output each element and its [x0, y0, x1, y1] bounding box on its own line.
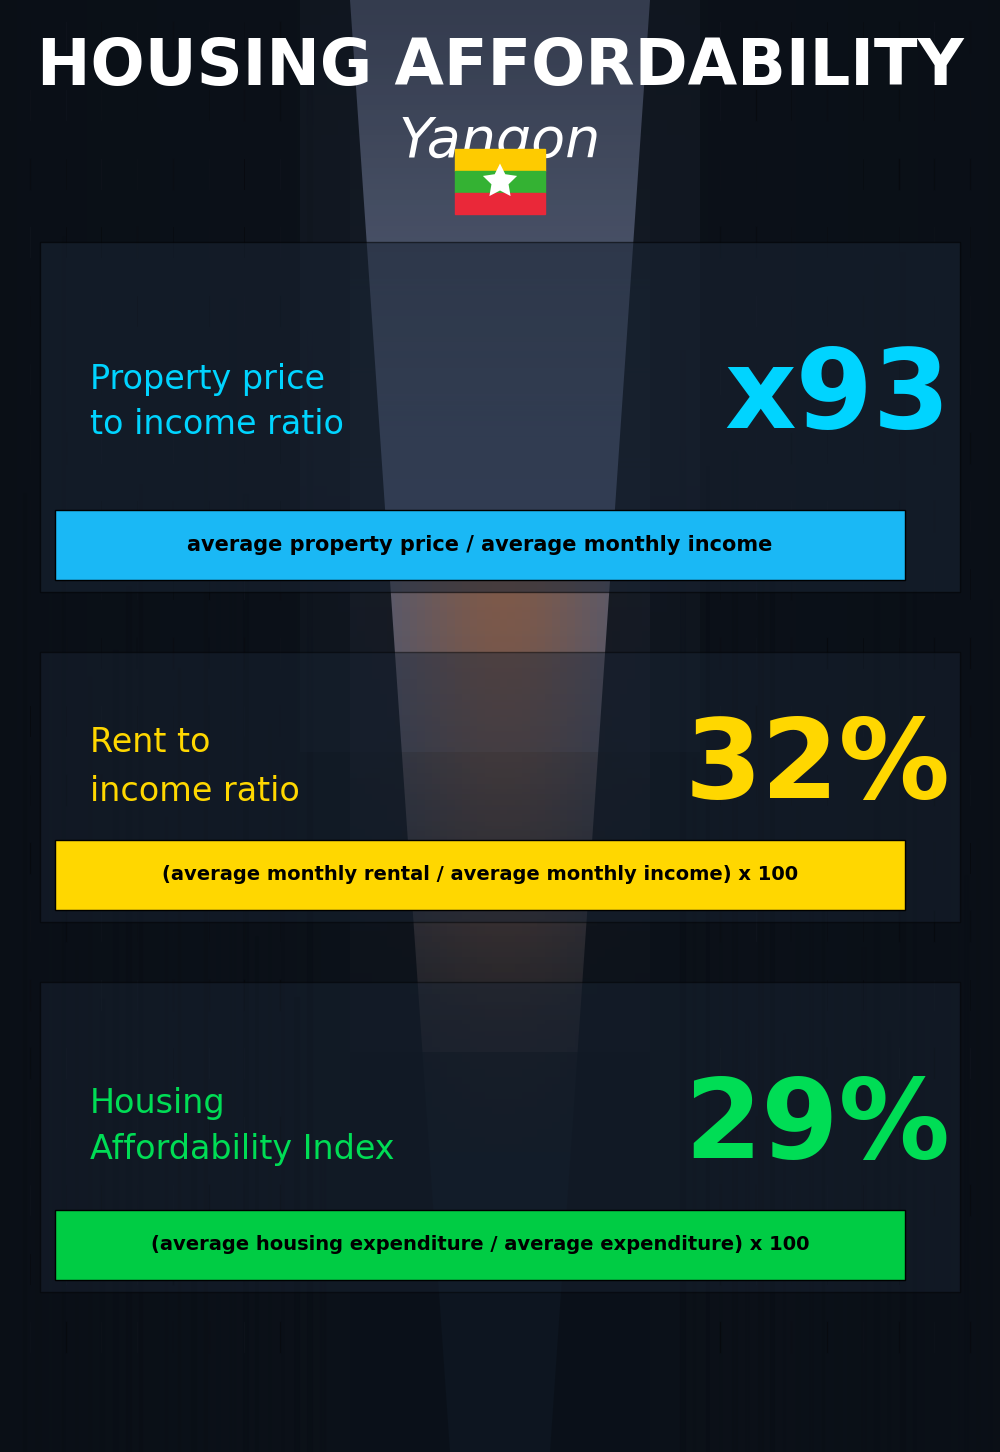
Bar	[100, 999, 104, 1452]
Bar	[732, 450, 737, 1452]
Bar	[783, 1034, 785, 1452]
Bar	[139, 484, 142, 1452]
Bar	[990, 600, 992, 1452]
Bar	[243, 494, 248, 1452]
Bar	[178, 668, 180, 1452]
Text: HOUSING AFFORDABILITY: HOUSING AFFORDABILITY	[37, 36, 963, 97]
Bar	[693, 758, 695, 1452]
Bar	[320, 1146, 325, 1452]
Bar	[152, 109, 158, 1452]
Bar	[268, 725, 271, 1452]
Bar	[680, 350, 685, 1452]
Bar	[822, 900, 824, 1452]
Bar	[23, 494, 26, 1452]
Bar	[62, 237, 65, 1452]
Bar	[191, 1114, 196, 1452]
Bar	[165, 817, 167, 1452]
Bar	[455, 193, 545, 213]
Bar	[745, 1021, 749, 1452]
Bar	[204, 423, 207, 1452]
FancyBboxPatch shape	[40, 652, 960, 922]
Bar	[706, 466, 709, 1452]
Bar	[861, 947, 866, 1452]
Polygon shape	[550, 0, 1000, 1452]
Bar	[10, 741, 16, 1452]
Bar	[255, 937, 258, 1452]
Bar	[36, 1088, 41, 1452]
Text: Rent to
income ratio: Rent to income ratio	[90, 726, 300, 807]
Bar	[770, 576, 774, 1452]
Text: Housing
Affordability Index: Housing Affordability Index	[90, 1088, 394, 1166]
Bar	[964, 876, 968, 1452]
Bar	[230, 299, 235, 1452]
Bar	[977, 839, 979, 1452]
Bar	[874, 264, 879, 1452]
Bar	[809, 878, 813, 1452]
Text: (average housing expenditure / average expenditure) x 100: (average housing expenditure / average e…	[151, 1236, 809, 1255]
Text: 29%: 29%	[684, 1073, 950, 1180]
Bar	[307, 67, 312, 1452]
Text: x93: x93	[724, 344, 950, 450]
Bar	[835, 974, 841, 1452]
FancyBboxPatch shape	[40, 982, 960, 1292]
FancyBboxPatch shape	[55, 841, 905, 910]
Bar	[75, 950, 78, 1452]
FancyBboxPatch shape	[55, 510, 905, 579]
Bar	[455, 150, 545, 171]
Bar	[126, 587, 131, 1452]
Text: Property price
to income ratio: Property price to income ratio	[90, 363, 344, 441]
FancyBboxPatch shape	[40, 242, 960, 592]
Bar	[88, 677, 91, 1452]
Text: Yangon: Yangon	[399, 116, 601, 168]
Bar	[217, 550, 219, 1452]
Bar	[925, 1021, 929, 1452]
Bar	[294, 998, 299, 1452]
Text: 32%: 32%	[684, 713, 950, 820]
Bar	[796, 806, 800, 1452]
FancyBboxPatch shape	[55, 1210, 905, 1281]
Bar	[900, 253, 905, 1452]
Polygon shape	[483, 164, 517, 196]
Bar	[281, 759, 284, 1452]
Bar	[951, 752, 957, 1452]
Bar	[912, 590, 916, 1452]
Text: (average monthly rental / average monthly income) x 100: (average monthly rental / average monthl…	[162, 865, 798, 884]
Bar	[49, 373, 51, 1452]
Bar	[719, 810, 722, 1452]
Bar	[455, 171, 545, 193]
Bar	[938, 797, 942, 1452]
Text: average property price / average monthly income: average property price / average monthly…	[187, 534, 773, 555]
Bar	[758, 534, 763, 1452]
Bar	[848, 456, 853, 1452]
Polygon shape	[0, 0, 450, 1452]
Bar	[113, 650, 118, 1452]
Bar	[887, 1031, 890, 1452]
